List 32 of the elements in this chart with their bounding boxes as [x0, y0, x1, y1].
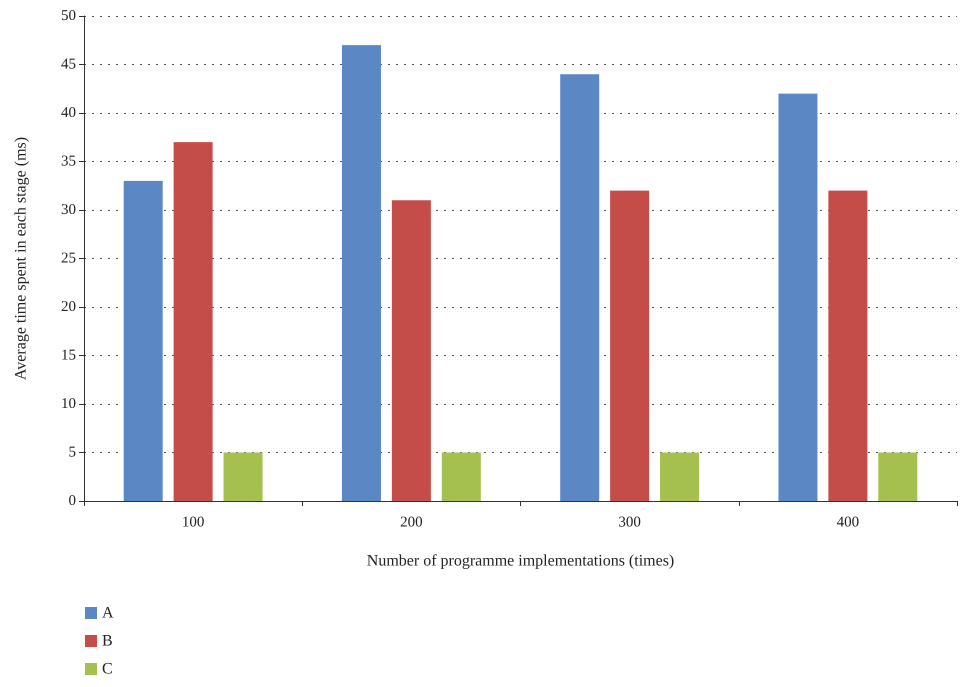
y-tick-label: 5	[68, 444, 76, 460]
y-tick-label: 35	[61, 154, 76, 170]
x-tick-label: 400	[836, 514, 860, 530]
bar	[174, 142, 213, 501]
bar	[878, 452, 918, 501]
y-tick-label: 40	[61, 105, 76, 121]
bar	[224, 452, 263, 501]
bar	[828, 190, 868, 501]
bar	[124, 180, 163, 501]
legend-label: C	[102, 660, 113, 678]
y-tick-label: 30	[61, 202, 76, 218]
legend-label: A	[102, 604, 114, 622]
y-tick-label: 45	[61, 56, 76, 72]
bar	[610, 190, 650, 501]
y-tick-label: 25	[61, 250, 76, 266]
bar	[560, 74, 600, 501]
x-tick-label: 200	[400, 514, 423, 530]
x-tick-label: 300	[618, 514, 641, 530]
y-tick-label: 15	[61, 348, 76, 364]
y-tick-label: 20	[61, 299, 76, 315]
bar	[778, 94, 818, 501]
y-axis-title: Average time spent in each stage (ms)	[12, 136, 30, 380]
bar	[660, 452, 700, 501]
bar	[442, 452, 481, 501]
y-tick-label: 50	[61, 8, 76, 24]
x-axis-title: Number of programme implementations (times)	[366, 552, 674, 570]
y-tick-label: 0	[68, 493, 76, 509]
legend-label: B	[102, 632, 113, 650]
bar	[342, 45, 381, 501]
bar	[392, 200, 431, 501]
x-tick-label: 100	[182, 514, 204, 530]
y-tick-label: 10	[61, 396, 76, 412]
